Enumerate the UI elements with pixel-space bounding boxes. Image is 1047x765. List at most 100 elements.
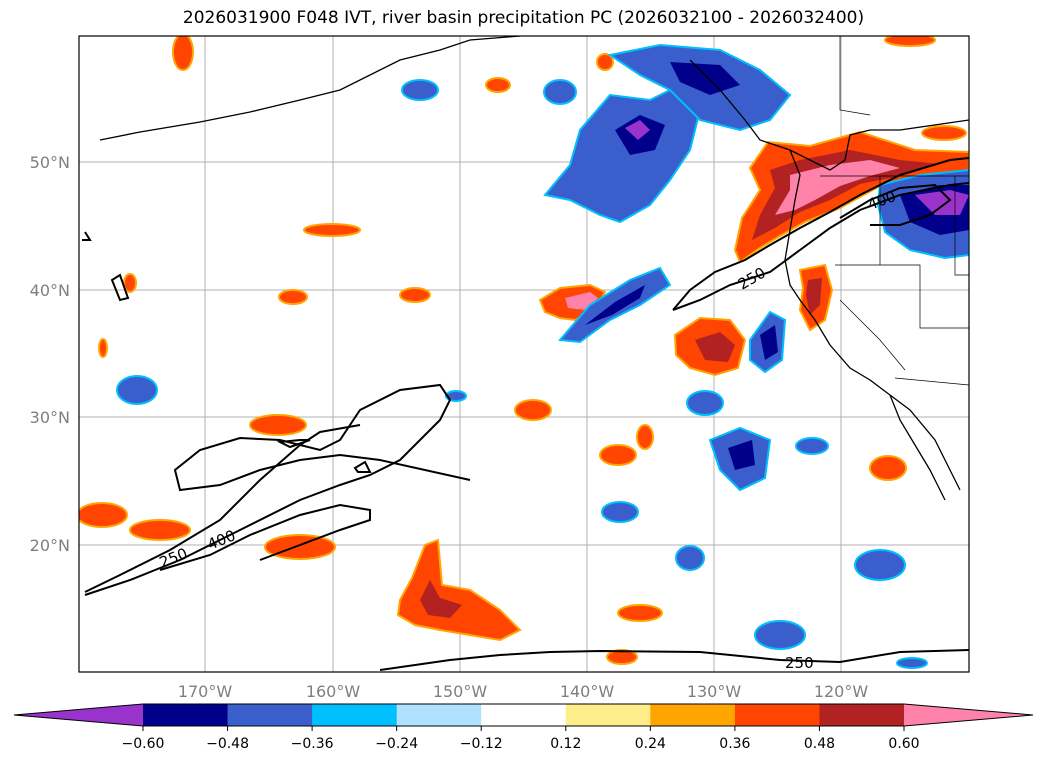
pc-blob-diag-core — [585, 285, 645, 325]
map-background — [79, 36, 969, 672]
pc-blob — [399, 287, 431, 303]
pc-blob — [123, 273, 137, 293]
ivt-contour-small-3 — [276, 439, 311, 449]
lon-label-130W: 130°W — [687, 682, 742, 701]
pc-blob — [303, 223, 361, 237]
colorbar-segment — [396, 704, 482, 726]
colorbar-tick-label: 0.24 — [635, 736, 666, 752]
colorbar-tick-label: −0.24 — [375, 736, 418, 752]
latitude-labels: 50°N 40°N 30°N 20°N — [30, 153, 70, 555]
pc-blob — [264, 534, 336, 560]
pc-blob-offshore-neg-core — [760, 325, 778, 360]
colorbar-outline — [13, 703, 1034, 727]
map-title: 2026031900 F048 IVT, river basin precipi… — [182, 8, 865, 28]
pc-blob-north-peak — [625, 120, 650, 140]
pc-blob — [172, 36, 194, 71]
pc-blob — [596, 53, 614, 71]
colorbar-extend-max — [904, 704, 1033, 726]
contour-label: 250 — [785, 654, 814, 672]
lon-label-120W: 120°W — [814, 682, 869, 701]
pc-blob-north — [543, 83, 702, 224]
colorbar: −0.60 −0.48 −0.36 −0.24 −0.12 0.12 0.24 0.36 0.4… — [13, 703, 1034, 752]
colorbar-segment — [650, 704, 736, 726]
pc-blob — [675, 545, 705, 571]
pc-blob — [79, 502, 128, 528]
pc-blob — [617, 604, 663, 622]
coastline-british-columbia — [689, 59, 969, 171]
lat-label-20N: 20°N — [30, 536, 70, 555]
pc-blob — [795, 437, 829, 455]
coastline-baja — [889, 394, 946, 501]
ivt-contours — [82, 157, 969, 671]
colorbar-segment — [312, 704, 398, 726]
pc-blob — [921, 125, 967, 141]
lon-label-140W: 140°W — [560, 682, 615, 701]
colorbar-segment — [227, 704, 313, 726]
pc-blob — [854, 549, 906, 581]
coastline-alaska — [99, 36, 521, 141]
ivt-contour-250-west — [84, 383, 471, 596]
pc-blob — [754, 620, 806, 650]
pc-blob-offshore-core — [695, 332, 735, 362]
border-pnw-1 — [839, 36, 871, 116]
ivt-contour-400-west — [159, 503, 371, 571]
colorbar-tick-label: 0.36 — [719, 736, 750, 752]
pc-blob-cal-core — [806, 278, 822, 315]
colorbar-tick-label: 0.60 — [888, 736, 919, 752]
pc-blob — [636, 424, 654, 450]
pc-blob-alaska-core — [670, 62, 740, 95]
pc-blob — [686, 390, 724, 416]
border-us-mexico — [894, 377, 969, 386]
colorbar-segment — [819, 704, 905, 726]
lat-label-40N: 40°N — [30, 281, 70, 300]
pc-blob-pnw-peak — [775, 160, 900, 215]
colorbar-ticks: −0.60 −0.48 −0.36 −0.24 −0.12 0.12 0.24 0.36 0.4… — [122, 726, 920, 752]
colorbar-segment — [143, 704, 229, 726]
colorbar-segment — [565, 704, 651, 726]
pc-blob — [401, 79, 439, 101]
colorbar-segment — [481, 704, 567, 726]
negative-pc-areas — [116, 43, 969, 669]
ivt-contour-250-east — [672, 157, 969, 311]
lat-label-30N: 30°N — [30, 408, 70, 427]
pc-blob-south-core — [420, 580, 462, 618]
ivt-contour-250-south — [379, 649, 969, 671]
colorbar-extend-min — [14, 704, 143, 726]
colorbar-segment — [734, 704, 820, 726]
ivt-contour-250-west-outer — [84, 424, 361, 593]
pc-blob — [116, 375, 158, 405]
pc-blob-canada-peak — [915, 190, 969, 215]
colorbar-tick-label: −0.36 — [291, 736, 334, 752]
colorbar-segments — [14, 704, 1033, 726]
pc-blob — [445, 390, 467, 402]
lat-label-50N: 50°N — [30, 153, 70, 172]
pc-blob — [514, 399, 552, 421]
coastline-us-west — [784, 149, 961, 491]
coastlines — [99, 36, 969, 501]
pc-blob-hawaii-ne-core — [728, 440, 755, 470]
pc-blob — [98, 338, 108, 358]
pc-blob — [606, 649, 638, 665]
pc-blob — [884, 36, 936, 47]
border-state-2 — [835, 264, 969, 329]
pc-blob — [249, 414, 307, 436]
pc-blob — [869, 455, 907, 481]
lon-label-170W: 170°W — [178, 682, 233, 701]
pc-blob — [485, 77, 511, 93]
border-state-4 — [954, 176, 969, 276]
ivt-contour-small-4 — [353, 460, 372, 473]
border-state-3 — [839, 299, 906, 371]
lon-label-150W: 150°W — [433, 682, 488, 701]
borders — [820, 36, 969, 386]
pc-blob — [543, 79, 577, 105]
longitude-labels: 170°W 160°W 150°W 140°W 130°W 120°W — [178, 682, 869, 701]
colorbar-tick-label: −0.60 — [122, 736, 165, 752]
ivt-contour-250-east-inner — [672, 182, 969, 311]
pc-blob — [278, 289, 308, 305]
colorbar-tick-label: −0.48 — [206, 736, 249, 752]
lon-label-160W: 160°W — [306, 682, 361, 701]
pc-blob — [129, 519, 191, 541]
ivt-contour-400-east — [839, 183, 952, 226]
pc-blob — [601, 501, 639, 523]
